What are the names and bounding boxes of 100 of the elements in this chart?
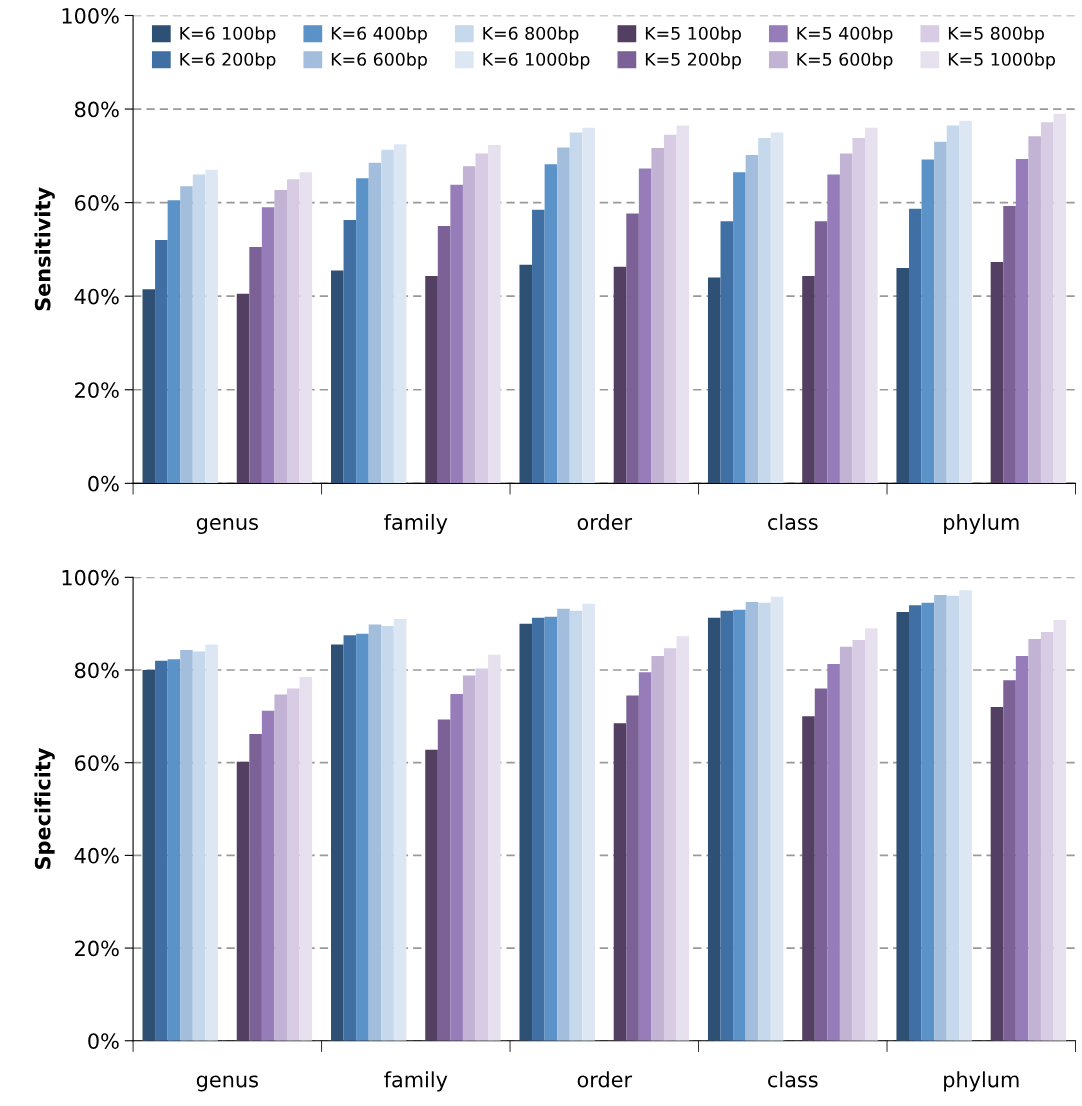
bar [852, 138, 866, 484]
bar [1003, 680, 1016, 1041]
bar [557, 147, 570, 484]
legend-label: K=5 400bp [797, 26, 893, 44]
bar [770, 596, 784, 1041]
bar [1003, 205, 1016, 484]
bar [142, 670, 156, 1041]
legend-label: K=6 1000bp [483, 52, 590, 70]
bar [236, 761, 250, 1041]
bar [814, 221, 828, 484]
bar [437, 719, 451, 1041]
bar [381, 149, 394, 484]
x-tick-label: order [577, 1071, 633, 1088]
bar [638, 672, 652, 1041]
bar [437, 226, 451, 484]
bar [425, 749, 438, 1041]
legend-label: K=6 800bp [483, 26, 579, 44]
x-tick-label: genus [196, 518, 258, 535]
x-tick-label: family [384, 1071, 448, 1092]
bar [733, 172, 746, 484]
bar [205, 644, 218, 1041]
bar [532, 617, 545, 1041]
bar [814, 688, 828, 1041]
legend-label: K=6 600bp [331, 52, 427, 70]
bar [1028, 136, 1041, 484]
bar [613, 266, 627, 484]
bar [896, 268, 910, 484]
bar [959, 120, 972, 484]
bar [557, 608, 570, 1041]
bar [720, 221, 734, 484]
bar [1028, 638, 1041, 1041]
y-tick-label: 0% [88, 475, 119, 492]
bar [287, 688, 300, 1041]
bar [1053, 619, 1067, 1041]
bar [613, 723, 627, 1041]
bar [569, 132, 583, 484]
x-tick-label: phylum [944, 513, 1019, 535]
bar [827, 663, 840, 1041]
bar [909, 605, 922, 1041]
bar [758, 138, 771, 484]
bar [720, 610, 734, 1041]
bar [959, 590, 972, 1041]
y-tick-label: 80% [75, 662, 119, 679]
bar [368, 624, 382, 1041]
y-tick-label: 60% [75, 755, 119, 771]
bar [802, 716, 815, 1041]
bar [343, 219, 357, 484]
x-tick-label: class [768, 1071, 818, 1088]
y-tick-label: 40% [74, 288, 119, 305]
bar [155, 660, 168, 1041]
bar [758, 602, 771, 1041]
bar [142, 289, 156, 484]
bar [707, 617, 721, 1041]
bar [330, 270, 344, 484]
bar [582, 127, 595, 484]
bar [921, 602, 935, 1041]
legend-label: K=6 400bp [331, 26, 427, 44]
y-tick-label: 100% [62, 569, 119, 586]
bar [544, 616, 558, 1041]
legend-label: K=5 600bp [797, 52, 893, 70]
bar [839, 153, 853, 484]
bar [205, 169, 218, 484]
bar [852, 639, 866, 1041]
bar [1015, 656, 1029, 1041]
bar [569, 610, 583, 1041]
bar [676, 636, 690, 1041]
bar [651, 656, 664, 1041]
bar [934, 594, 947, 1041]
y-axis-title: Specificity [34, 748, 55, 869]
y-axis-title: Sensitivity [34, 187, 55, 311]
bar [393, 619, 407, 1041]
bar [676, 125, 690, 484]
x-tick-label: family [384, 513, 448, 535]
bar [896, 612, 910, 1041]
bar [909, 208, 922, 484]
bar [393, 144, 407, 484]
bar [425, 276, 438, 484]
legend-label: K=6 200bp [180, 52, 276, 70]
bar [946, 595, 960, 1041]
bar [249, 733, 262, 1041]
bar [770, 132, 784, 484]
bar [343, 635, 357, 1041]
x-tick-label: class [768, 513, 818, 530]
bar [274, 189, 288, 484]
bar [167, 200, 181, 484]
bar [192, 174, 206, 484]
y-tick-label: 20% [75, 940, 119, 957]
bar [663, 134, 677, 484]
bar [626, 695, 639, 1041]
bar [381, 625, 394, 1041]
bar [582, 603, 595, 1041]
bar [707, 277, 721, 484]
bar [368, 162, 382, 484]
bar [261, 207, 275, 484]
bar [180, 650, 193, 1041]
legend-label: K=6 100bp [180, 26, 276, 44]
bar [180, 186, 193, 484]
bar [356, 633, 369, 1041]
y-tick-label: 0% [88, 1033, 119, 1049]
bar [802, 276, 815, 484]
